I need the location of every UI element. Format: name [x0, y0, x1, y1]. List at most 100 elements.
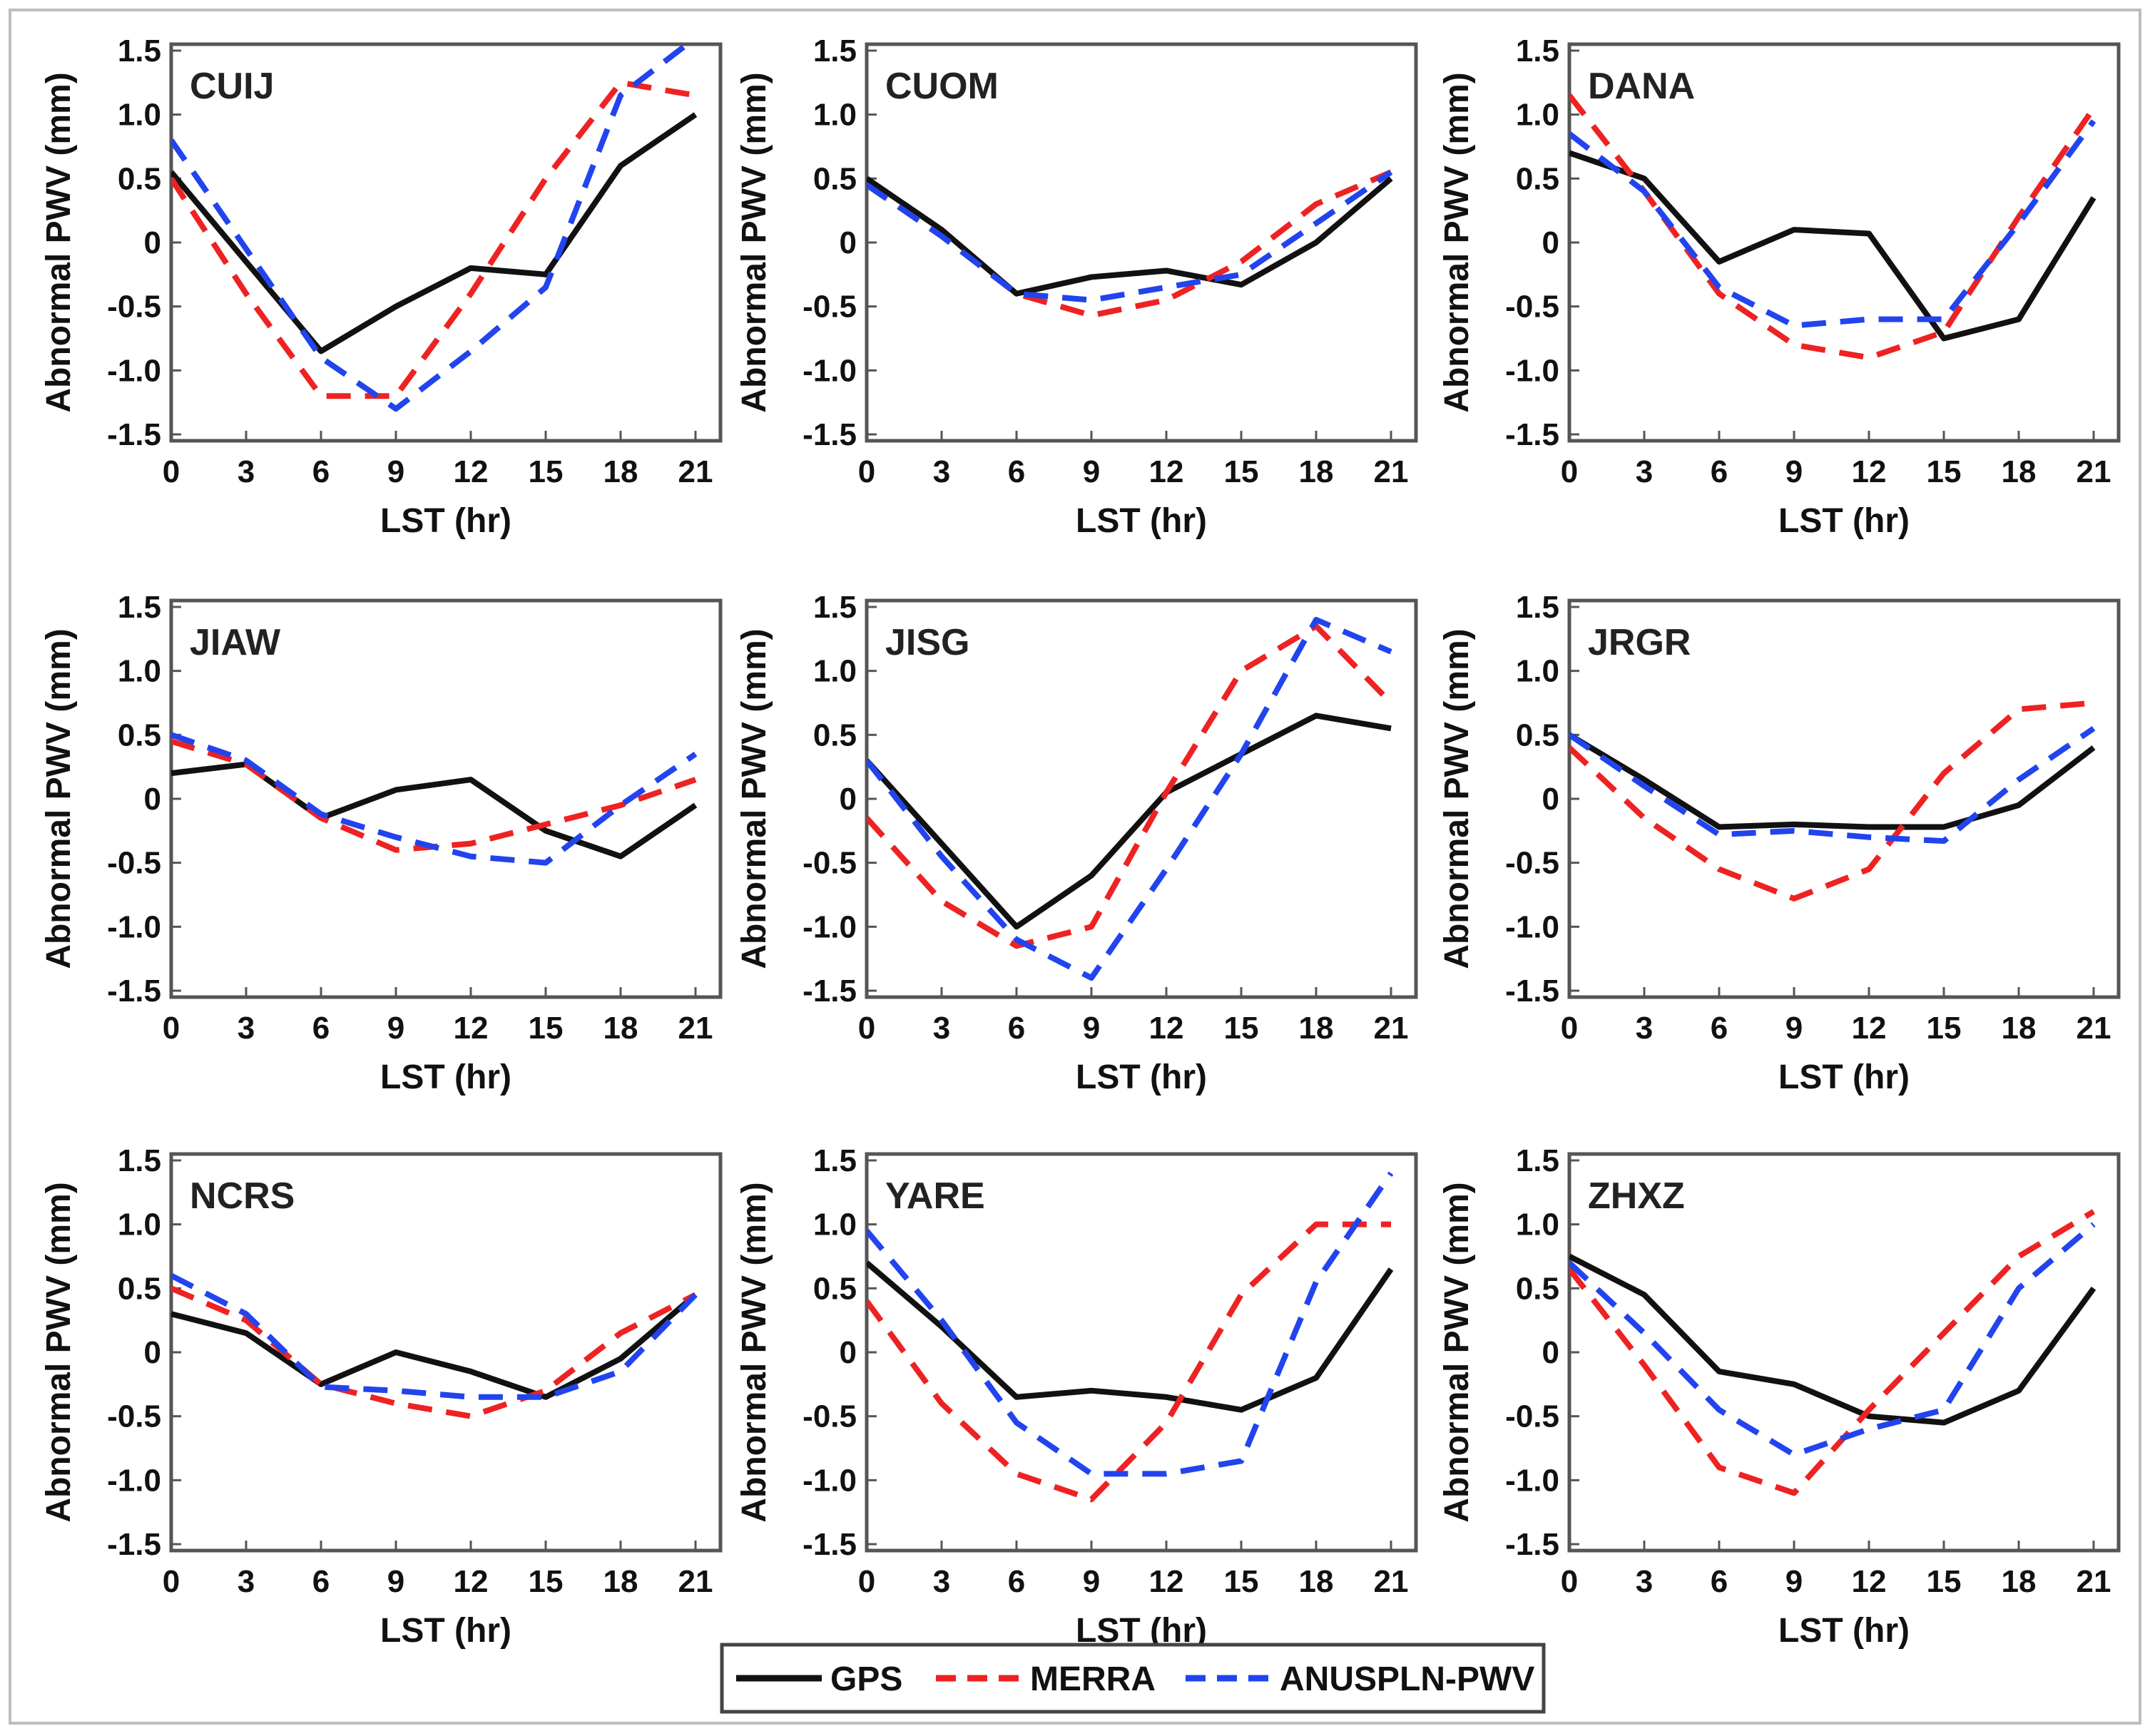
series-line-merra — [867, 1221, 1391, 1503]
series-group — [171, 1272, 698, 1419]
x-tick-label: 6 — [312, 454, 330, 489]
x-tick-label: 12 — [1852, 1011, 1887, 1046]
y-tick-label: 1.0 — [813, 98, 857, 133]
y-tick-label: 1.5 — [118, 590, 161, 625]
y-tick-label: 0.5 — [1516, 1271, 1559, 1306]
x-tick-label: 6 — [1008, 1011, 1025, 1046]
x-tick-label: 3 — [933, 1564, 950, 1599]
y-tick-label: -0.5 — [803, 290, 857, 325]
y-tick-label: -1.5 — [1505, 417, 1559, 452]
series-group — [171, 732, 698, 866]
x-tick-label: 18 — [603, 1564, 638, 1599]
series-group — [171, 44, 698, 412]
y-tick-label: -1.5 — [803, 974, 857, 1009]
x-tick-label: 12 — [1852, 1564, 1887, 1599]
y-tick-label: -0.5 — [803, 1399, 857, 1434]
y-tick-label: 0.5 — [118, 1271, 161, 1306]
y-axis-title: Abnormal PWV (mm) — [735, 628, 773, 969]
y-tick-label: 1.0 — [1516, 98, 1559, 133]
y-axis-title: Abnormal PWV (mm) — [40, 628, 78, 969]
series-line-gps — [171, 1292, 698, 1400]
x-tick-label: 9 — [1083, 1564, 1100, 1599]
y-tick-label: -1.0 — [107, 1463, 161, 1498]
y-tick-label: 1.5 — [1516, 34, 1559, 68]
plot-area — [169, 1152, 723, 1553]
series-line-merra — [1569, 700, 2094, 902]
panel-title: NCRS — [190, 1175, 295, 1217]
x-tick-label: 12 — [454, 454, 489, 489]
x-tick-label: 0 — [163, 454, 180, 489]
y-tick-label: 1.5 — [813, 1143, 857, 1178]
x-tick-label: 21 — [1374, 1564, 1409, 1599]
y-tick-label: -1.0 — [803, 353, 857, 388]
y-tick-label: 0 — [840, 225, 857, 260]
x-tick-label: 0 — [858, 1564, 875, 1599]
y-tick-label: 1.0 — [813, 654, 857, 689]
y-tick-label: 0.5 — [1516, 161, 1559, 196]
x-tick-label: 15 — [1927, 454, 1962, 489]
y-tick-label: 0 — [144, 782, 161, 817]
legend-label-anuspln-pwv: ANUSPLN-PWV — [1280, 1660, 1534, 1698]
y-tick-label: 1.0 — [1516, 1207, 1559, 1242]
x-tick-label: 6 — [1711, 1011, 1728, 1046]
x-tick-label: 15 — [1927, 1564, 1962, 1599]
x-tick-label: 21 — [2077, 454, 2111, 489]
series-group — [867, 1171, 1394, 1503]
series-line-anuspln-pwv — [1569, 726, 2096, 844]
y-axis-title: Abnormal PWV (mm) — [1438, 1182, 1476, 1522]
x-tick-label: 15 — [1927, 1011, 1962, 1046]
series-line-merra — [171, 1285, 697, 1419]
y-tick-label: -1.0 — [1505, 1463, 1559, 1498]
x-tick-label: 9 — [1785, 1011, 1803, 1046]
series-line-anuspln-pwv — [171, 732, 698, 866]
plot-area — [865, 598, 1418, 999]
panel-title: YARE — [885, 1175, 985, 1217]
x-tick-label: 9 — [1083, 454, 1100, 489]
y-tick-label: -1.0 — [803, 909, 857, 944]
panel-title: JISG — [885, 622, 970, 663]
panel-title: CUIJ — [190, 66, 274, 107]
x-tick-label: 12 — [454, 1011, 489, 1046]
y-tick-label: 0 — [1542, 1335, 1559, 1370]
x-tick-label: 15 — [1224, 1564, 1259, 1599]
x-tick-label: 6 — [1711, 1564, 1728, 1599]
y-tick-label: 0.5 — [813, 1271, 857, 1306]
legend: GPS MERRA ANUSPLN-PWV — [720, 1643, 1546, 1714]
x-tick-label: 6 — [1711, 454, 1728, 489]
x-tick-label: 21 — [2077, 1564, 2111, 1599]
x-tick-label: 0 — [1561, 454, 1578, 489]
series-line-gps — [171, 112, 698, 354]
y-tick-label: -1.0 — [107, 353, 161, 388]
x-tick-label: 18 — [2002, 1011, 2037, 1046]
x-axis-title: LST (hr) — [1076, 502, 1207, 540]
x-tick-label: 18 — [2002, 1564, 2037, 1599]
x-tick-label: 9 — [387, 1011, 404, 1046]
y-tick-label: 1.5 — [813, 34, 857, 68]
y-tick-label: 1.0 — [1516, 654, 1559, 689]
x-tick-label: 18 — [603, 454, 638, 489]
x-tick-label: 15 — [1224, 454, 1259, 489]
x-tick-label: 18 — [1299, 454, 1334, 489]
legend-label-gps: GPS — [830, 1660, 902, 1698]
series-group — [1569, 1209, 2096, 1496]
x-tick-label: 21 — [2077, 1011, 2111, 1046]
panel-title: JIAW — [190, 622, 281, 663]
x-tick-label: 6 — [1008, 1564, 1025, 1599]
x-axis-title: LST (hr) — [380, 502, 511, 540]
x-tick-label: 6 — [312, 1011, 330, 1046]
y-tick-label: 0.5 — [813, 718, 857, 752]
x-tick-label: 3 — [1636, 1011, 1653, 1046]
y-tick-label: -1.5 — [107, 1527, 161, 1562]
x-tick-label: 0 — [163, 1564, 180, 1599]
y-tick-label: -0.5 — [107, 290, 161, 325]
series-line-merra — [867, 169, 1392, 319]
y-tick-label: -0.5 — [1505, 290, 1559, 325]
y-tick-label: 1.0 — [813, 1207, 857, 1242]
x-tick-label: 15 — [529, 1011, 564, 1046]
y-tick-label: -0.5 — [107, 1399, 161, 1434]
